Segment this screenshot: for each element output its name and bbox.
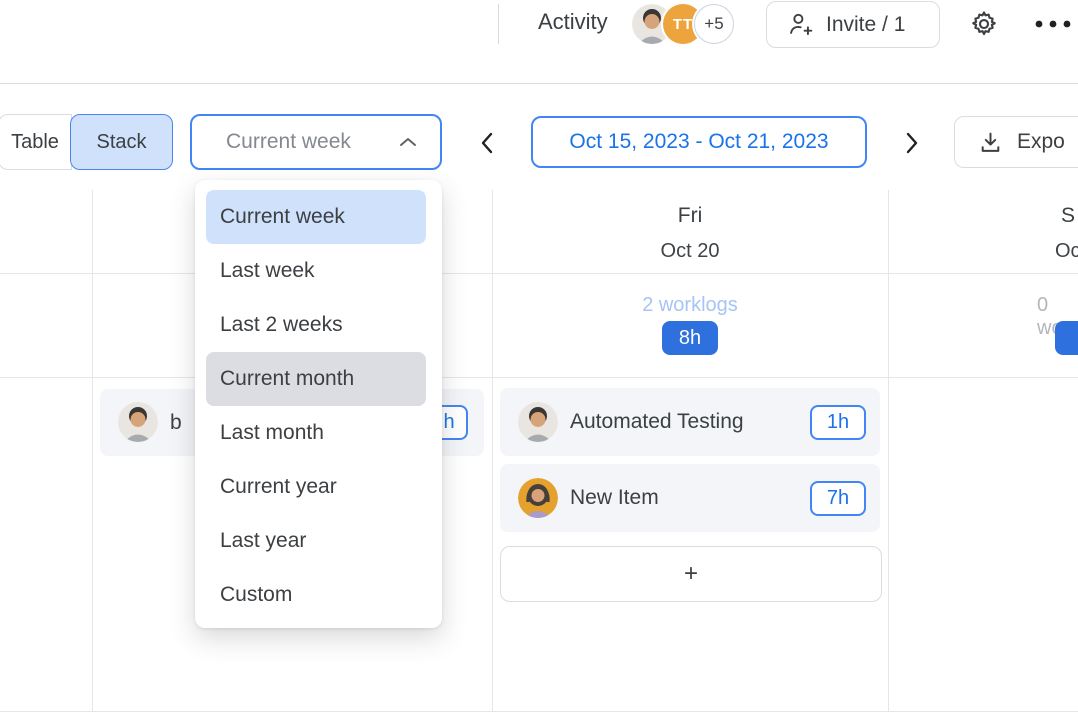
day-header-fri: Fri (677, 204, 703, 227)
woman-avatar (518, 478, 558, 518)
top-bar: Activity TT +5 Invite / (0, 0, 1078, 84)
entry-title: b (170, 410, 182, 434)
day-date-fri: Oct 20 (660, 240, 720, 262)
period-dropdown-menu: Current week Last week Last 2 weeks Curr… (195, 180, 442, 628)
duration-chip[interactable]: 7h (810, 481, 866, 516)
activity-label[interactable]: Activity (538, 9, 608, 34)
more-options-icon[interactable] (1034, 13, 1074, 35)
dropdown-item-last-week[interactable]: Last week (220, 259, 315, 282)
total-hours-badge-sat (1055, 321, 1078, 355)
view-toggle-stack[interactable]: Stack (70, 114, 173, 170)
column-divider (92, 190, 93, 711)
export-button-label: Expo (1017, 130, 1065, 153)
dropdown-item-current-week[interactable]: Current week (206, 190, 426, 244)
duration-chip[interactable]: 1h (810, 405, 866, 440)
dropdown-item-custom[interactable]: Custom (220, 583, 293, 606)
person-add-icon (786, 11, 813, 38)
dropdown-item-last-month[interactable]: Last month (220, 421, 324, 444)
date-range-button[interactable]: Oct 15, 2023 - Oct 21, 2023 (531, 116, 867, 168)
invite-button-label: Invite / 1 (826, 12, 906, 36)
entry-title: New Item (570, 486, 659, 509)
dropdown-item-last-2-weeks[interactable]: Last 2 weeks (220, 313, 343, 336)
man-avatar[interactable] (632, 4, 672, 44)
day-header-sat: S (1061, 204, 1076, 227)
man-avatar (518, 402, 558, 442)
dropdown-item-current-month[interactable]: Current month (206, 352, 426, 406)
worklog-board: Fri Oct 20 2 worklogs 8h Automated Testi… (0, 190, 1078, 712)
worklogs-count-link-fri[interactable]: 2 worklogs (642, 294, 738, 316)
entry-title: Automated Testing (570, 410, 744, 433)
view-toggle-table[interactable]: Table (0, 114, 72, 170)
total-hours-badge-fri: 8h (662, 321, 718, 355)
avatar-group[interactable]: TT +5 (632, 2, 742, 46)
gear-icon[interactable] (966, 6, 1002, 42)
dropdown-item-current-year[interactable]: Current year (220, 475, 337, 498)
next-period-button[interactable] (901, 130, 923, 156)
column-divider (888, 190, 889, 711)
worklog-entry[interactable]: Automated Testing 1h (500, 388, 880, 456)
dropdown-item-last-year[interactable]: Last year (220, 529, 307, 552)
summary-row-divider (0, 377, 1078, 378)
period-selector-button[interactable]: Current week (190, 114, 442, 170)
column-divider (492, 190, 493, 711)
header-row-divider (0, 273, 1078, 274)
previous-period-button[interactable] (475, 130, 497, 156)
period-selector-value: Current week (226, 130, 351, 153)
topbar-divider (498, 4, 499, 44)
avatar-overflow-badge[interactable]: +5 (694, 4, 734, 44)
export-button[interactable]: Expo (954, 116, 1078, 168)
man-avatar (118, 402, 158, 442)
add-worklog-button[interactable]: + (500, 546, 882, 602)
worklog-entry[interactable]: New Item 7h (500, 464, 880, 532)
board-bottom-border (0, 711, 1078, 712)
day-date-sat: Oc (1055, 240, 1078, 262)
chevron-up-icon (398, 136, 418, 148)
download-icon (978, 130, 1003, 155)
invite-button[interactable]: Invite / 1 (766, 1, 940, 48)
